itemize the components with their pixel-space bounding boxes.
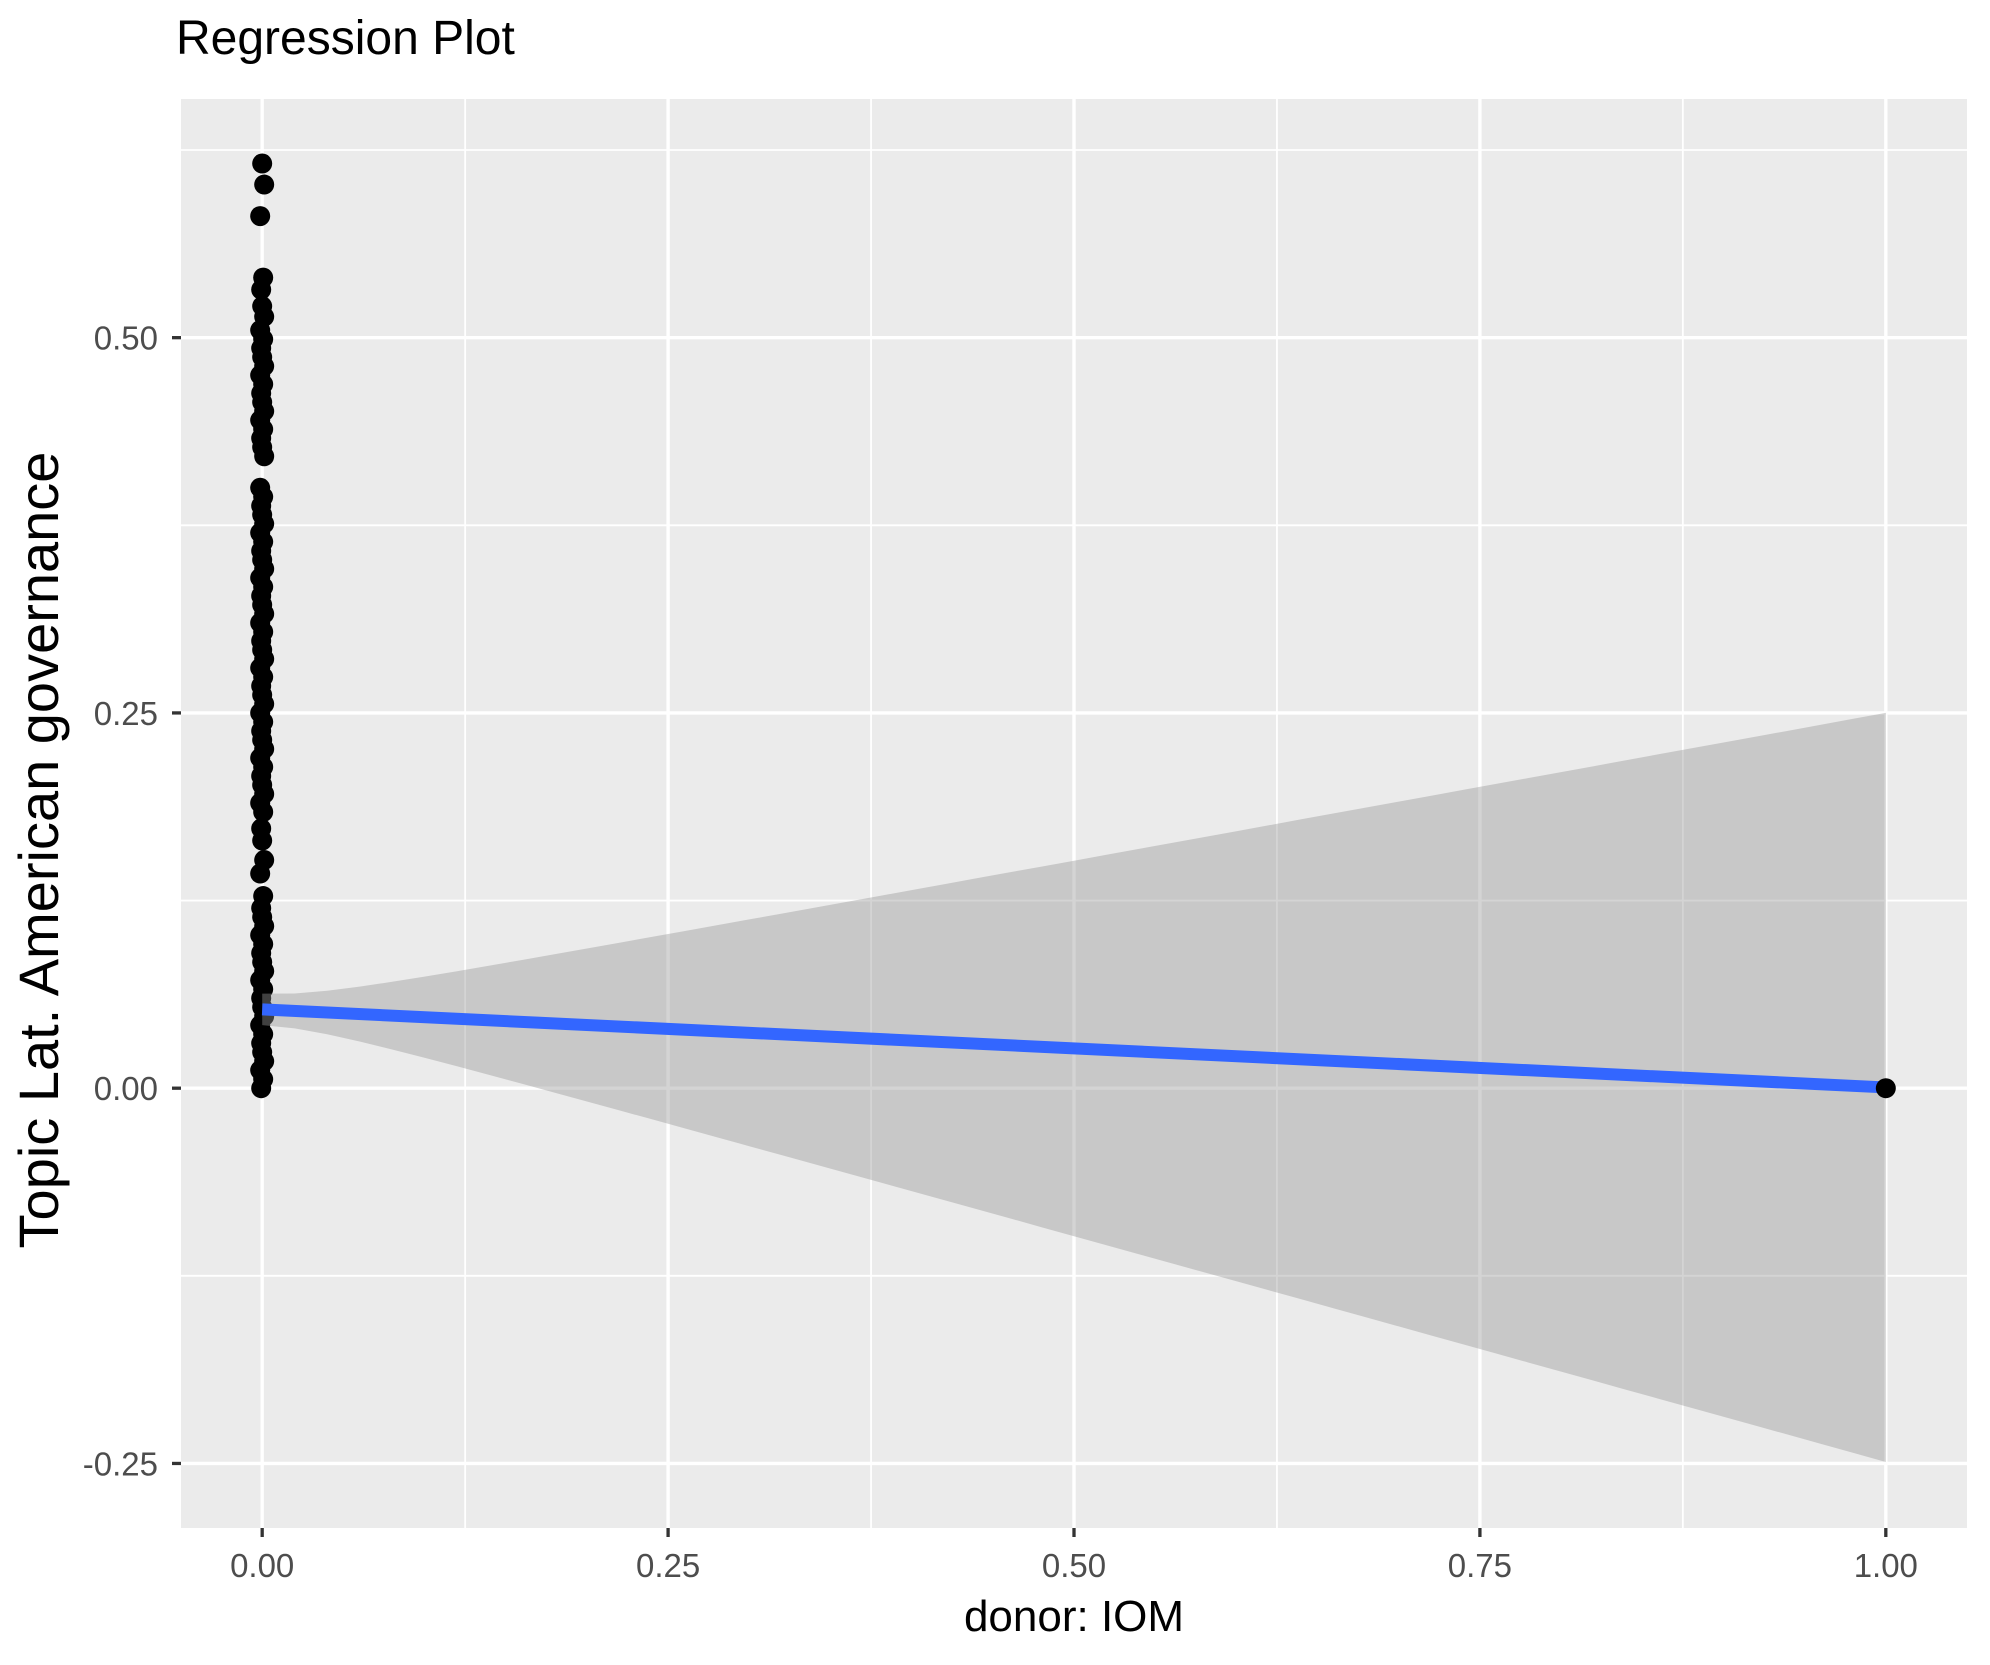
y-tick-label: 0.25 bbox=[94, 695, 158, 732]
x-axis-tick-labels: 0.00 0.25 0.50 0.75 1.00 bbox=[230, 1547, 1918, 1584]
scatter-point bbox=[252, 830, 273, 851]
y-axis-tick-marks bbox=[172, 336, 181, 1466]
regression-line bbox=[261, 1003, 1887, 1094]
scatter-point bbox=[252, 153, 273, 174]
scatter-points-x0 bbox=[250, 153, 275, 1099]
chart-title: Regression Plot bbox=[176, 12, 515, 65]
scatter-point bbox=[254, 174, 275, 195]
x-axis-tick-marks bbox=[260, 1528, 1888, 1537]
y-tick-label: -0.25 bbox=[83, 1445, 158, 1482]
confidence-band bbox=[262, 712, 1886, 1462]
scatter-point-x1 bbox=[1875, 1078, 1896, 1099]
x-tick-label: 1.00 bbox=[1854, 1547, 1918, 1584]
scatter-point bbox=[250, 206, 271, 227]
scatter-point bbox=[251, 1078, 272, 1099]
x-tick-label: 0.75 bbox=[1448, 1547, 1512, 1584]
x-tick-label: 0.50 bbox=[1042, 1547, 1106, 1584]
x-tick-label: 0.25 bbox=[636, 1547, 700, 1584]
y-axis-title: Topic Lat. American governance bbox=[7, 452, 70, 1249]
y-tick-label: 0.00 bbox=[94, 1070, 158, 1107]
scatter-point bbox=[250, 863, 271, 884]
x-axis-title: donor: IOM bbox=[964, 1592, 1184, 1641]
y-tick-label: 0.50 bbox=[94, 320, 158, 357]
scatter-point bbox=[251, 279, 272, 300]
scatter-point bbox=[253, 801, 274, 822]
x-tick-label: 0.00 bbox=[230, 1547, 294, 1584]
scatter-point bbox=[254, 446, 275, 467]
y-axis-tick-labels: -0.25 0.00 0.25 0.50 bbox=[83, 320, 158, 1483]
